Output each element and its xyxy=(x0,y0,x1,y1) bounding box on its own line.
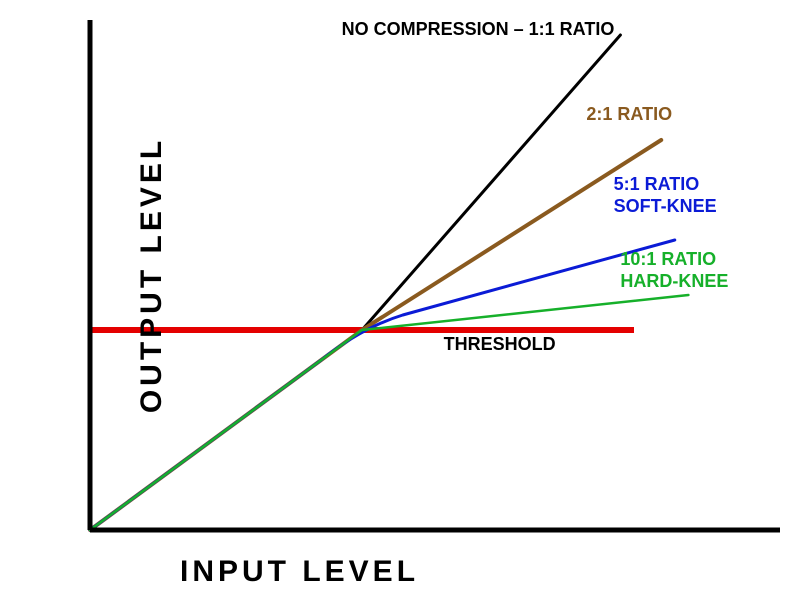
ratio-1-1-label: NO COMPRESSION – 1:1 RATIO xyxy=(342,19,615,40)
dash-icon: – xyxy=(509,19,529,39)
ratio-1-1-label-a: NO COMPRESSION xyxy=(342,19,509,39)
ratio-2-1-line xyxy=(90,140,661,530)
ratio-5-1-line xyxy=(90,240,675,530)
ratio-5-1-sublabel: SOFT-KNEE xyxy=(614,196,717,217)
compression-ratio-diagram: OUTPUT LEVEL INPUT LEVEL THRESHOLD NO COM… xyxy=(0,0,800,610)
ratio-1-1-line xyxy=(90,35,620,530)
ratio-10-1-label: 10:1 RATIO xyxy=(620,249,716,270)
x-axis-label: INPUT LEVEL xyxy=(180,555,419,589)
y-axis-label: OUTPUT LEVEL xyxy=(135,137,169,413)
threshold-label: THRESHOLD xyxy=(444,334,556,355)
ratio-2-1-label: 2:1 RATIO xyxy=(586,104,672,125)
plot-svg xyxy=(0,0,800,610)
ratio-10-1-sublabel: HARD-KNEE xyxy=(620,271,728,292)
ratio-1-1-label-b: 1:1 RATIO xyxy=(529,19,615,39)
ratio-5-1-label: 5:1 RATIO xyxy=(614,174,700,195)
